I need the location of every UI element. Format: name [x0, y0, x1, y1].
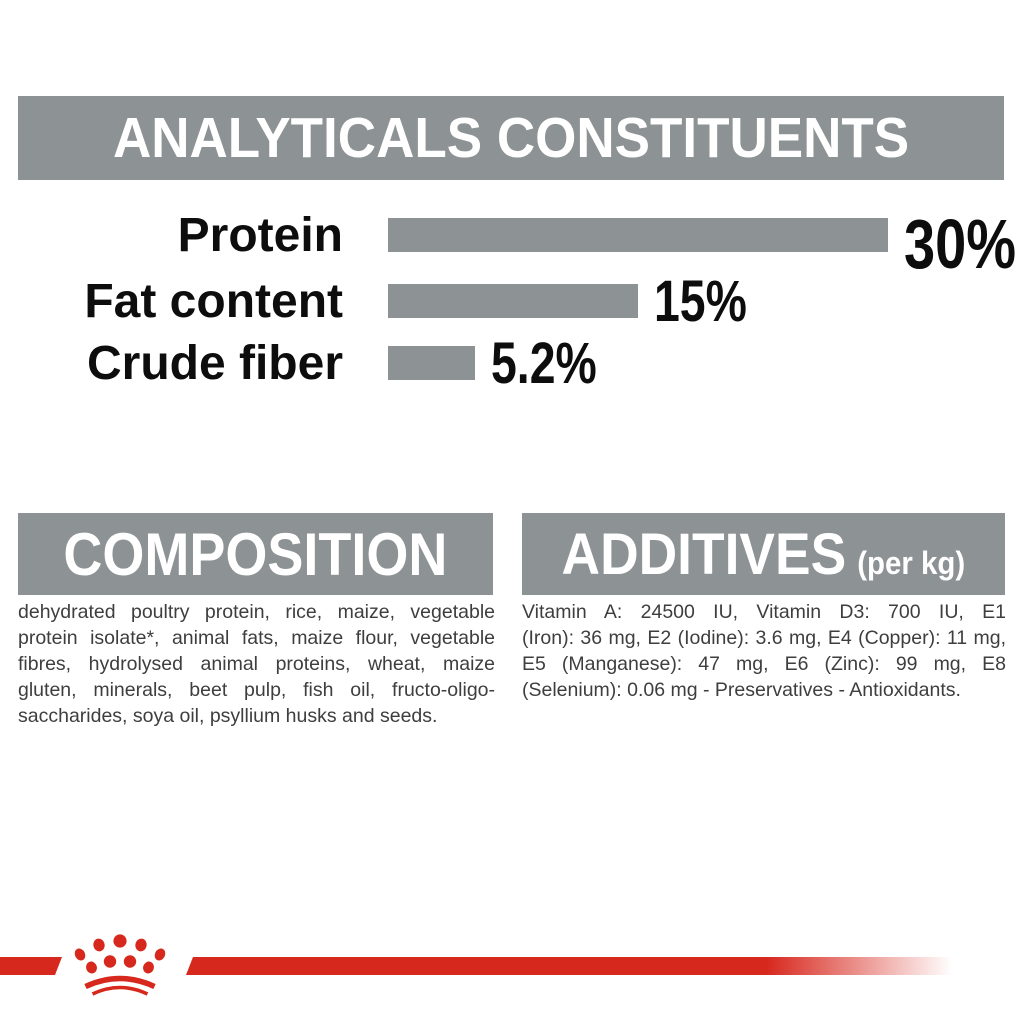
crown-base-arcs — [84, 975, 156, 996]
composition-text-line: dehydrated poultry protein, rice, maize,… — [18, 601, 495, 623]
red-line-right — [186, 957, 960, 975]
additives-unit-note: (per kg) — [857, 544, 966, 581]
chart-row-label: Crude fiber — [86, 336, 343, 390]
additives-text-line: E5 (Manganese): 47 mg, E6 (Zinc): 99 mg,… — [522, 653, 1006, 675]
composition-text: dehydrated poultry protein, rice, maize,… — [18, 599, 495, 729]
chart-row-bar — [388, 284, 638, 318]
additives-text-line: (Iron): 36 mg, E2 (Iodine): 3.6 mg, E4 (… — [522, 627, 1006, 649]
chart-row: Protein 30% — [0, 203, 1024, 283]
chart-row-bar — [388, 346, 475, 380]
composition-text-line: saccharides, soya oil, psyllium husks an… — [18, 705, 438, 727]
composition-text-line: fibres, hydrolysed animal proteins, whea… — [18, 653, 495, 675]
chart-row-value: 5.2% — [490, 330, 597, 396]
chart-row-value: 30% — [904, 205, 1017, 283]
royal-canin-crown-logo — [74, 934, 166, 996]
red-line-left — [0, 957, 62, 975]
composition-text-line: protein isolate*, animal fats, maize flo… — [18, 627, 495, 649]
additives-text: Vitamin A: 24500 IU, Vitamin D3: 700 IU,… — [522, 599, 1006, 703]
chart-row: Fat content 15% — [0, 268, 770, 334]
additives-text-line: (Selenium): 0.06 mg - Preservatives - An… — [522, 679, 961, 701]
composition-header: COMPOSITION — [18, 513, 493, 595]
chart-row-bar — [388, 218, 888, 252]
analytical-constituents-header: ANALYTICALS CONSTITUENTS — [18, 96, 1004, 180]
chart-row-label: Protein — [177, 208, 343, 262]
crown-jewels — [74, 934, 166, 974]
analytical-constituents-title: ANALYTICALS CONSTITUENTS — [112, 106, 910, 170]
additives-header: ADDITIVES (per kg) — [522, 513, 1005, 595]
chart-row: Crude fiber 5.2% — [0, 330, 623, 396]
additives-title: ADDITIVES — [561, 521, 847, 587]
chart-row-label: Fat content — [84, 274, 343, 328]
additives-text-line: Vitamin A: 24500 IU, Vitamin D3: 700 IU,… — [522, 601, 1006, 623]
composition-title: COMPOSITION — [63, 520, 448, 588]
chart-row-value: 15% — [654, 268, 747, 334]
composition-text-line: gluten, minerals, beet pulp, fish oil, f… — [18, 679, 495, 701]
